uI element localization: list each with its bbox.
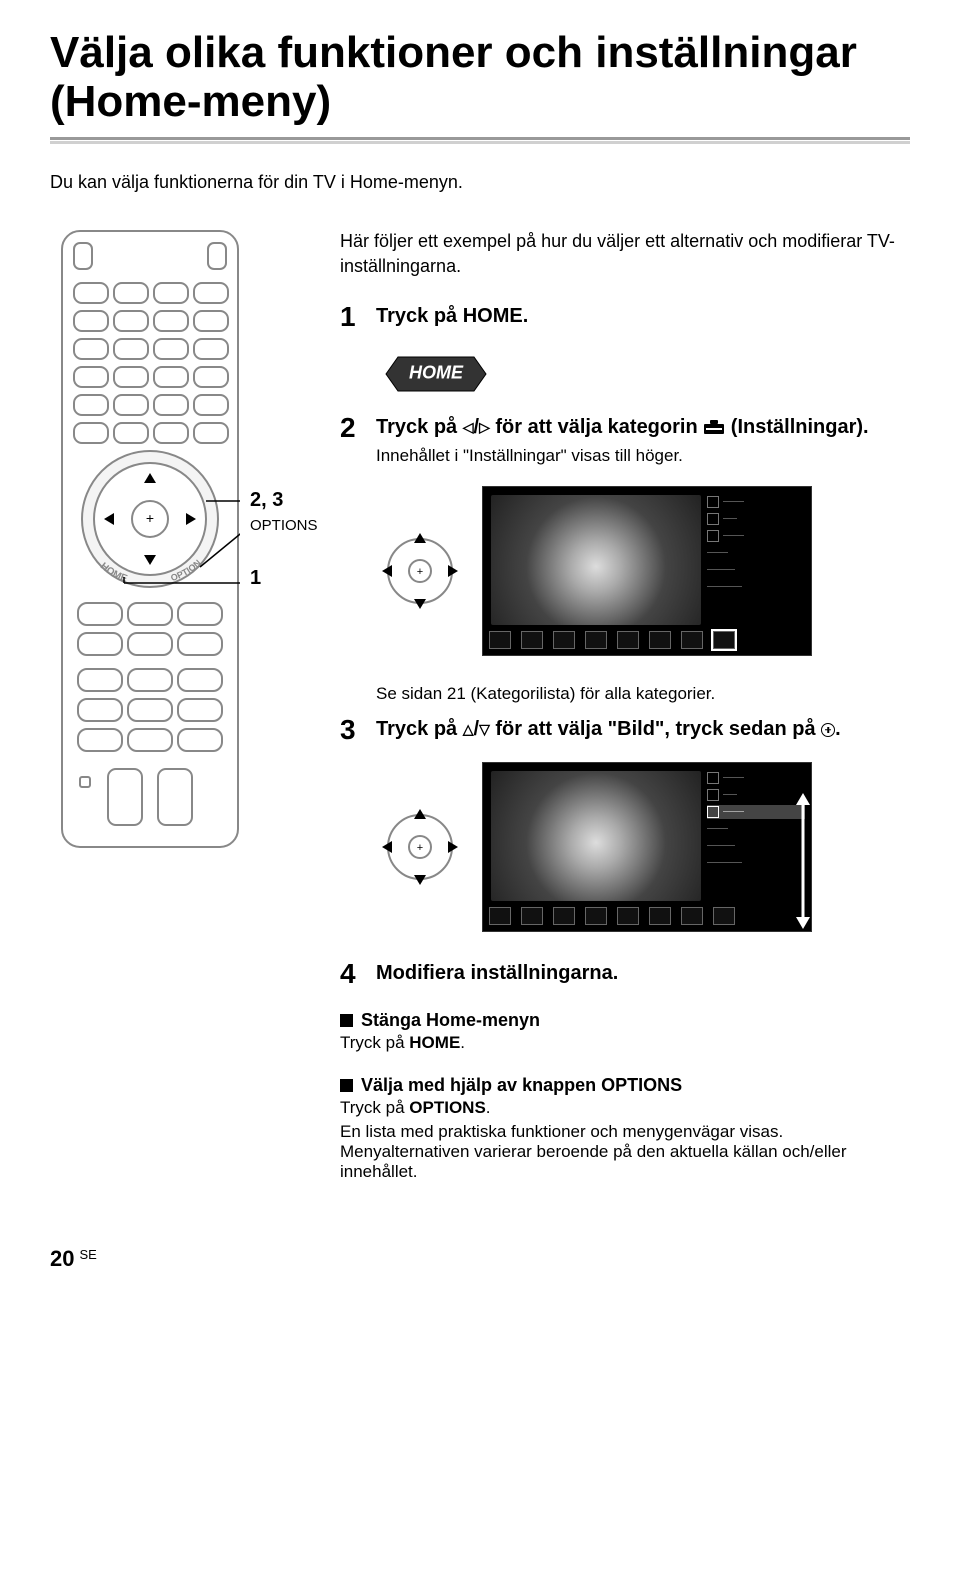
subhead-options: Välja med hjälp av knappen OPTIONS xyxy=(340,1075,910,1096)
options-body-2: En lista med praktiska funktioner och me… xyxy=(340,1122,910,1182)
step-4-text: Modifiera inställningarna. xyxy=(376,960,910,987)
right-arrow-icon: ▷ xyxy=(479,420,490,434)
step-2-text: Tryck på ◁/▷ för att välja kategorin (In… xyxy=(376,414,910,468)
step-1-text: Tryck på HOME. xyxy=(376,303,910,330)
remote-illustration: + HOME OPTIONS xyxy=(50,229,310,1186)
page-title: Välja olika funktioner och inställningar… xyxy=(50,28,910,127)
up-arrow-icon: △ xyxy=(463,722,474,736)
remote-label-23: 2, 3 xyxy=(250,489,283,512)
svg-text:+: + xyxy=(417,842,423,854)
down-arrow-icon: ▽ xyxy=(479,722,490,736)
step-2-subtext: Innehållet i "Inställningar" visas till … xyxy=(376,445,910,468)
home-key-label: HOME xyxy=(409,362,463,383)
step-4: 4 Modifiera inställningarna. xyxy=(340,960,910,988)
left-arrow-icon: ◁ xyxy=(463,420,474,434)
illustration-row-2: + ——— —— ——— ——— ———— ————— xyxy=(376,762,910,932)
svg-text:+: + xyxy=(417,566,423,578)
svg-text:+: + xyxy=(146,510,154,526)
square-bullet-icon xyxy=(340,1079,353,1092)
toolbox-icon xyxy=(703,416,725,432)
close-body: Tryck på HOME. xyxy=(340,1033,910,1053)
step-2: 2 Tryck på ◁/▷ för att välja kategorin (… xyxy=(340,414,910,468)
step-1: 1 Tryck på HOME. xyxy=(340,303,910,331)
remote-label-1: 1 xyxy=(250,567,261,590)
illustration-row-1: + ——— —— ——— ——— ———— ————— xyxy=(376,486,910,656)
subhead-close: Stänga Home-menyn xyxy=(340,1010,910,1031)
step-4-number: 4 xyxy=(340,960,362,988)
intro-text: Du kan välja funktionerna för din TV i H… xyxy=(50,172,910,193)
step-3: 3 Tryck på △/▽ för att välja "Bild", try… xyxy=(340,716,910,744)
enter-icon xyxy=(821,723,835,737)
page-number: 20 SE xyxy=(50,1246,910,1272)
tv-screenshot-2: ——— —— ——— ——— ———— ————— xyxy=(482,762,812,932)
dpad-icon: + xyxy=(376,803,464,891)
dpad-icon: + xyxy=(376,527,464,615)
horizontal-rule xyxy=(50,137,910,144)
tv-screenshot-1: ——— —— ——— ——— ———— ————— xyxy=(482,486,812,656)
lead-text: Här följer ett exempel på hur du väljer … xyxy=(340,229,910,279)
caption-1: Se sidan 21 (Kategorilista) för alla kat… xyxy=(376,684,910,704)
step-3-text: Tryck på △/▽ för att välja "Bild", tryck… xyxy=(376,716,910,743)
step-1-number: 1 xyxy=(340,303,362,331)
updown-arrow-icon xyxy=(793,791,812,931)
step-3-number: 3 xyxy=(340,716,362,744)
home-key-icon: HOME xyxy=(376,353,496,395)
highlighted-category-icon xyxy=(713,631,735,649)
options-body-1: Tryck på OPTIONS. xyxy=(340,1098,910,1118)
square-bullet-icon xyxy=(340,1014,353,1027)
remote-label-options: OPTIONS xyxy=(250,517,318,534)
step-2-number: 2 xyxy=(340,414,362,442)
